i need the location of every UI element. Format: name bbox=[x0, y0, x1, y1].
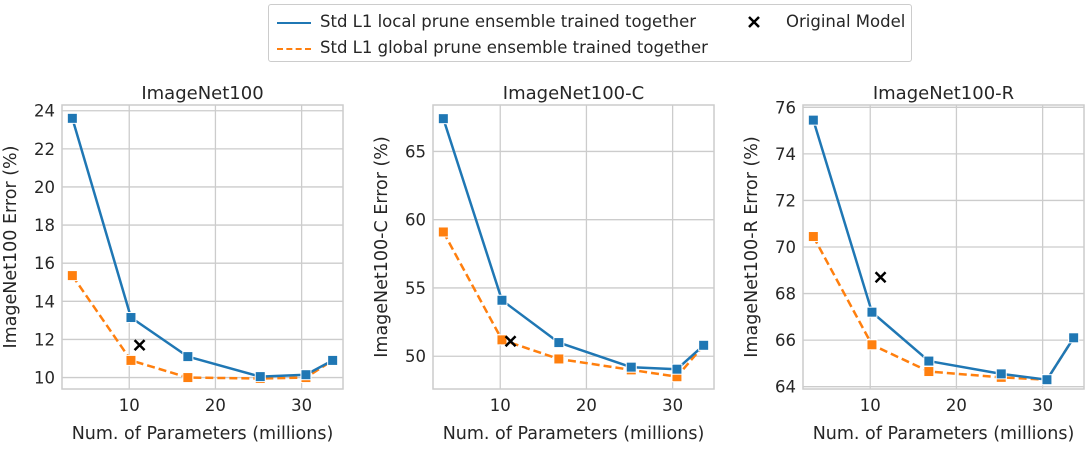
y-tick-label: 74 bbox=[775, 145, 796, 164]
series-local-marker bbox=[1041, 374, 1053, 386]
chart-panel-2: 10 20 30 50 55 60 65 ImageNet100-C Num. of Param… bbox=[372, 83, 715, 444]
x-tick-label: 10 bbox=[119, 396, 140, 415]
series-local-line bbox=[71, 117, 334, 378]
legend-original-marker bbox=[748, 16, 760, 28]
chart-title: ImageNet100-C bbox=[503, 83, 644, 104]
y-tick-label: 50 bbox=[405, 347, 426, 366]
series-local-marker bbox=[1068, 332, 1080, 344]
legend-original-label: Original Model bbox=[786, 12, 906, 31]
chart-panel-3: 10 20 30 64 66 68 70 72 74 76 ImageNet100-R Num. of… bbox=[742, 83, 1085, 444]
y-tick-label: 14 bbox=[34, 292, 55, 311]
y-tick-label: 68 bbox=[775, 285, 796, 304]
y-tick-label: 64 bbox=[775, 378, 796, 397]
plot-frame bbox=[61, 104, 344, 390]
series-local-marker bbox=[125, 312, 137, 324]
series-local-marker bbox=[866, 306, 878, 318]
legend-local-label: Std L1 local prune ensemble trained toge… bbox=[320, 12, 697, 31]
series-global-marker bbox=[66, 270, 78, 282]
series-local-line bbox=[442, 118, 705, 371]
x-axis-label: Num. of Parameters (millions) bbox=[443, 424, 705, 444]
plot-frame bbox=[802, 104, 1085, 390]
x-tick-label: 10 bbox=[490, 396, 511, 415]
series-local-marker bbox=[300, 369, 312, 381]
y-axis-label: ImageNet100 Error (%) bbox=[1, 146, 21, 349]
x-axis-label: Num. of Parameters (millions) bbox=[72, 424, 334, 444]
series-local-marker bbox=[437, 113, 449, 125]
y-tick-label: 18 bbox=[34, 216, 55, 235]
series-local-marker bbox=[671, 363, 683, 375]
series-local-marker bbox=[807, 114, 819, 126]
series-local-marker bbox=[66, 112, 78, 124]
series-global-marker bbox=[496, 334, 508, 346]
legend-global-label: Std L1 global prune ensemble trained tog… bbox=[320, 38, 708, 57]
series-local-marker bbox=[182, 351, 194, 363]
legend-local-line bbox=[277, 22, 311, 24]
series-global-line bbox=[71, 274, 334, 380]
series-global-marker bbox=[437, 226, 449, 238]
x-tick-label: 20 bbox=[946, 396, 967, 415]
y-tick-label: 60 bbox=[405, 211, 426, 230]
series-local-marker bbox=[995, 368, 1007, 380]
y-tick-label: 24 bbox=[34, 102, 55, 121]
x-axis-label: Num. of Parameters (millions) bbox=[813, 424, 1075, 444]
series-global-marker bbox=[182, 372, 194, 384]
y-tick-label: 22 bbox=[34, 140, 55, 159]
y-tick-label: 10 bbox=[34, 369, 55, 388]
x-tick-label: 30 bbox=[1032, 396, 1053, 415]
x-tick-label: 20 bbox=[205, 396, 226, 415]
y-tick-label: 72 bbox=[775, 191, 796, 210]
original-model-marker bbox=[133, 339, 146, 352]
original-model-marker bbox=[504, 335, 517, 348]
chart-title: ImageNet100-R bbox=[873, 83, 1014, 104]
series-local-marker bbox=[496, 294, 508, 306]
series-local-marker bbox=[625, 361, 637, 373]
x-tick-label: 20 bbox=[576, 396, 597, 415]
chart-title: ImageNet100 bbox=[141, 83, 263, 104]
series-global-marker bbox=[125, 354, 137, 366]
y-tick-label: 20 bbox=[34, 178, 55, 197]
plot-frame bbox=[432, 104, 715, 390]
y-tick-label: 12 bbox=[34, 330, 55, 349]
chart-panel-1: 10 20 30 10 12 14 16 18 20 22 24 ImageNet100 Num. of… bbox=[1, 83, 344, 444]
series-local-marker bbox=[923, 355, 935, 367]
x-tick-label: 10 bbox=[860, 396, 881, 415]
y-tick-label: 65 bbox=[405, 142, 426, 161]
legend-global-line bbox=[277, 48, 311, 50]
y-tick-label: 55 bbox=[405, 279, 426, 298]
series-global-line bbox=[812, 235, 1075, 381]
series-global-marker bbox=[807, 231, 819, 243]
series-local-marker bbox=[327, 354, 339, 366]
y-axis-label: ImageNet100-C Error (%) bbox=[372, 136, 392, 358]
legend: Std L1 local prune ensemble trained toge… bbox=[268, 4, 912, 62]
series-local-line bbox=[812, 119, 1075, 381]
series-local-marker bbox=[698, 339, 710, 351]
y-axis-label: ImageNet100-R Error (%) bbox=[742, 136, 762, 357]
y-tick-label: 66 bbox=[775, 331, 796, 350]
original-model-marker bbox=[874, 271, 887, 284]
x-tick-label: 30 bbox=[662, 396, 683, 415]
series-global-marker bbox=[553, 353, 565, 365]
series-local-marker bbox=[553, 337, 565, 349]
series-local-marker bbox=[254, 371, 266, 383]
y-tick-label: 76 bbox=[775, 98, 796, 117]
y-tick-label: 70 bbox=[775, 238, 796, 257]
series-global-line bbox=[442, 231, 705, 378]
series-global-marker bbox=[866, 339, 878, 351]
y-tick-label: 16 bbox=[34, 254, 55, 273]
series-global-marker bbox=[923, 366, 935, 378]
x-tick-label: 30 bbox=[291, 396, 312, 415]
